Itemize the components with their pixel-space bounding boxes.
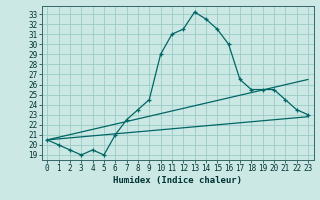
X-axis label: Humidex (Indice chaleur): Humidex (Indice chaleur) [113, 176, 242, 185]
